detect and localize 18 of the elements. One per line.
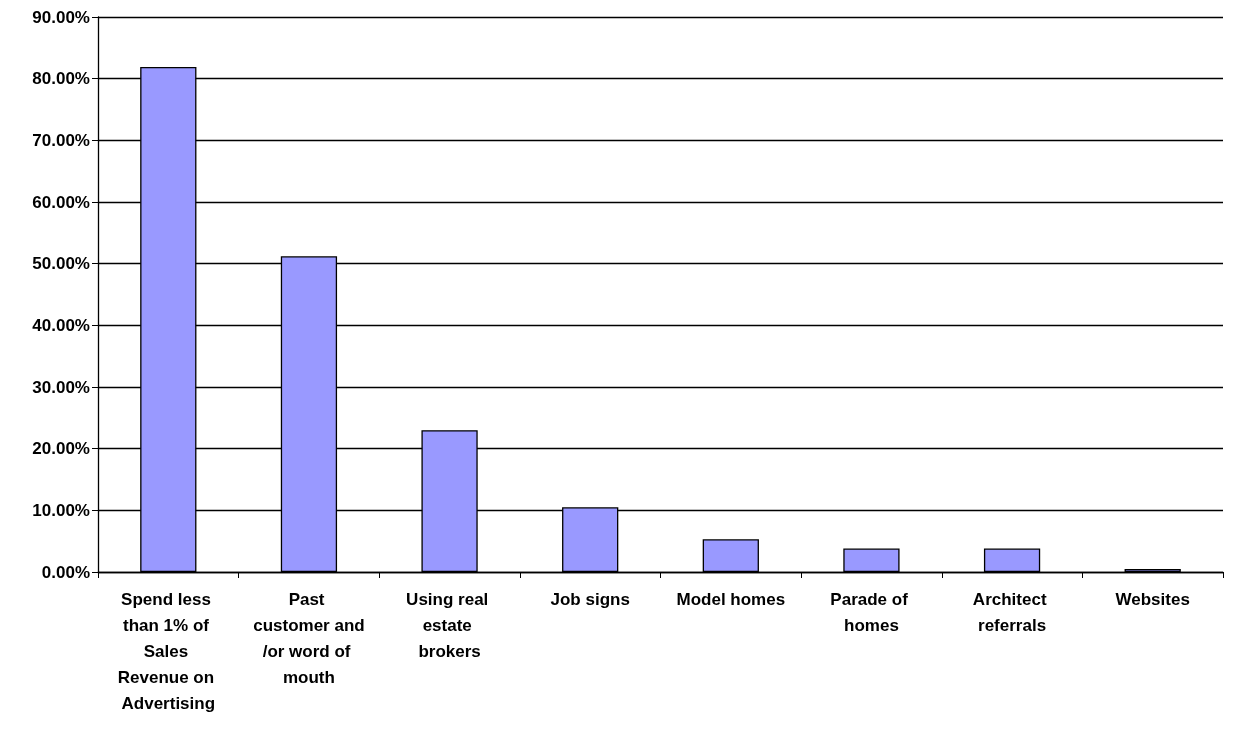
x-tick-label: Job signs (550, 589, 630, 609)
y-tick-label: 90.00% (32, 7, 90, 27)
y-tick-label: 20.00% (32, 439, 90, 459)
x-tick-label: Using real estate brokers (406, 589, 494, 661)
x-tick-label: Architect referrals (972, 589, 1052, 635)
x-tick-label: Spend less than 1% of Sales Revenue on Advertising (117, 589, 219, 713)
x-tick-label: Parade of homes (830, 589, 913, 635)
y-tick-label: 30.00% (32, 377, 90, 397)
y-tick-label: 0.00% (41, 562, 90, 582)
x-tick-label: Model homes (676, 589, 786, 609)
y-tick-label: 80.00% (32, 69, 90, 89)
y-tick-label: 10.00% (32, 500, 90, 520)
y-tick-label: 50.00% (32, 254, 90, 274)
y-tick-label: 70.00% (32, 130, 90, 150)
y-tick-label: 60.00% (32, 192, 90, 212)
x-tick-label: Websites (1115, 589, 1190, 609)
y-tick-label: 40.00% (32, 315, 90, 335)
x-tick-label: Past customer and/or word of mouth (253, 589, 365, 687)
